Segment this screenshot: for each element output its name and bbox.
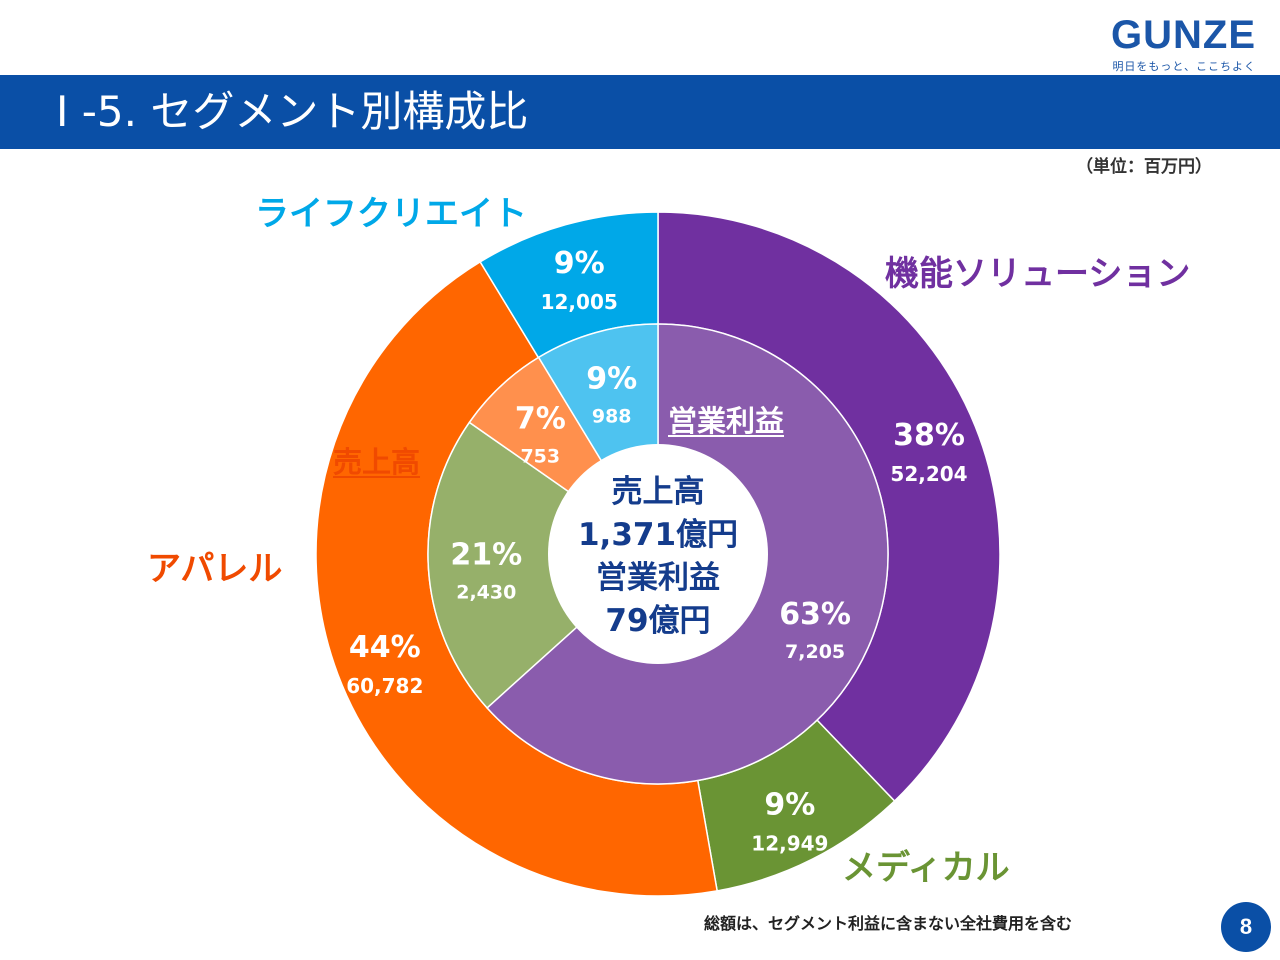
segment-label-apparel: アパレル [147,549,283,589]
sales-value-label-3: 12,005 [541,290,618,314]
profit-slice-1 [427,421,660,709]
page-number-badge: 8 [1221,902,1271,952]
profit-percent-label-0: 63% [779,597,851,632]
profit-value-label-1: 2,430 [456,582,516,604]
segment-label-medical: メディカル [842,848,1010,888]
logo-tagline: 明日をもっと、ここちよく [1112,60,1256,73]
header-bar: Ⅰ -5. セグメント別構成比 [0,75,1280,149]
gunze-logo: GUNZE 明日をもっと、ここちよく [1086,14,1256,74]
profit-value-label-3: 988 [592,405,632,427]
logo-wordmark: GUNZE [1111,13,1256,57]
segment-label-functional-solutions: 機能ソリューション [885,254,1191,294]
center-sales-total: 1,371億円 [578,517,738,553]
sales-percent-label-1: 9% [764,788,815,823]
slice-labels: 38% 52,204 9% 12,949 44% 60,782 9% 12,005 63% 7,2… [346,246,967,856]
footnote: 総額は、セグメント利益に含まない全社費用を含む [704,914,1073,933]
profit-percent-label-2: 7% [515,402,566,437]
unit-note: （単位：百万円） [1076,157,1212,177]
center-profit-total: 79億円 [605,603,710,639]
profit-value-label-0: 7,205 [785,641,845,663]
sales-value-label-1: 12,949 [751,832,828,856]
segment-label-life-create: ライフクリエイト [255,194,527,234]
ring-label-profit: 営業利益 [668,404,785,438]
center-hole [548,444,768,664]
center-sales-title: 売上高 [612,474,705,510]
sales-value-label-2: 60,782 [346,674,423,698]
sales-percent-label-3: 9% [554,246,605,281]
profit-value-label-2: 753 [520,446,560,468]
sales-value-label-0: 52,204 [890,462,967,486]
profit-percent-label-1: 21% [450,538,522,573]
center-profit-title: 営業利益 [596,560,720,596]
page-title: Ⅰ -5. セグメント別構成比 [56,87,529,136]
sales-percent-label-0: 38% [893,418,965,453]
sales-percent-label-2: 44% [349,630,421,665]
profit-percent-label-3: 9% [586,361,637,396]
ring-label-sales: 売上高 [333,445,421,479]
